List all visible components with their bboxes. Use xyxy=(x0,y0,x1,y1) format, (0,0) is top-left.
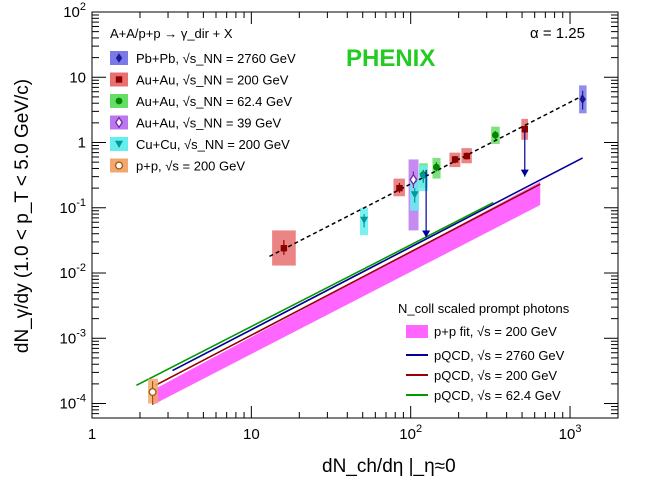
pqcd-curve xyxy=(155,183,541,387)
phenix-label: PHENIX xyxy=(346,45,435,72)
legend-label: Pb+Pb, √s_NN = 2760 GeV xyxy=(136,51,296,66)
x-tick-exponent: 2 xyxy=(416,423,422,435)
y-tick-label: 10-3 xyxy=(60,327,86,347)
legend-band-swatch xyxy=(406,325,428,338)
alpha-label: α = 1.25 xyxy=(530,25,585,42)
y-tick-exponent: -2 xyxy=(76,262,86,274)
legend-band-label: p+p fit, √s = 200 GeV xyxy=(434,324,557,339)
legend-right: N_coll scaled prompt photons p+p fit, √s… xyxy=(398,301,570,403)
legend-marker xyxy=(115,116,123,129)
y-tick-label: 10-1 xyxy=(60,197,86,217)
data-point xyxy=(451,156,459,163)
reaction-label: A+A/p+p → γ_dir + X xyxy=(110,26,233,41)
data-point xyxy=(419,173,428,181)
y-tick-exponent: 2 xyxy=(80,1,86,13)
y-tick-label: 1 xyxy=(78,135,86,152)
data-point xyxy=(579,94,586,105)
y-tick-label: 10-4 xyxy=(60,393,86,413)
legend-label: p+p, √s = 200 GeV xyxy=(136,159,245,174)
legend-marker xyxy=(115,97,123,105)
data-point xyxy=(280,245,288,252)
upper-limit-arrowhead xyxy=(422,230,431,238)
y-tick-exponent: -1 xyxy=(76,197,86,209)
pp-fit-band xyxy=(152,181,541,405)
legend-curve-label: pQCD, √s = 62.4 GeV xyxy=(434,388,561,403)
data-point xyxy=(491,131,499,139)
data-point xyxy=(463,152,471,160)
legend-label: Au+Au, √s_NN = 39 GeV xyxy=(136,116,281,131)
y-tick-label: 102 xyxy=(63,1,86,21)
legend-curve-label: pQCD, √s = 200 GeV xyxy=(434,368,557,383)
scaled-photons-title: N_coll scaled prompt photons xyxy=(398,301,570,316)
legend-marker xyxy=(114,161,124,170)
x-tick-label: 10 xyxy=(243,426,260,443)
data-point xyxy=(396,184,403,192)
legend-marker xyxy=(115,140,123,148)
legend-label: Au+Au, √s_NN = 62.4 GeV xyxy=(136,94,292,109)
plot-frame xyxy=(91,11,619,419)
y-axis-title: dN_γ/dy (1.0 < p_T < 5.0 GeV/c) xyxy=(12,79,33,353)
x-tick-label: 102 xyxy=(399,423,422,443)
legend-label: Cu+Cu, √s_NN = 200 GeV xyxy=(136,137,290,152)
pqcd-curve xyxy=(136,201,494,387)
data-point-layer xyxy=(148,90,586,405)
y-tick-label: 10 xyxy=(69,69,86,86)
legend-marker xyxy=(115,76,123,83)
legend-left: A+A/p+p → γ_dir + X Pb+Pb, √s_NN = 2760 … xyxy=(110,26,296,174)
upper-limit-layer xyxy=(422,131,529,238)
data-point xyxy=(521,125,528,133)
data-point xyxy=(148,387,157,397)
pqcd-curve xyxy=(172,157,584,372)
x-tick-label: 103 xyxy=(559,423,582,443)
upper-limit-arrowhead xyxy=(520,169,529,177)
pqcd-curve-layer xyxy=(136,157,584,387)
data-point xyxy=(433,163,440,171)
fit-band-layer xyxy=(152,181,541,405)
y-tick-exponent: -3 xyxy=(76,327,86,339)
legend-label: Au+Au, √s_NN = 200 GeV xyxy=(136,73,289,88)
y-tick-exponent: -4 xyxy=(76,393,86,405)
x-axis-title: dN_ch/dη |_η≈0 xyxy=(322,456,456,477)
legend-curve-label: pQCD, √s = 2760 GeV xyxy=(434,348,565,363)
y-tick-label: 10-2 xyxy=(60,262,86,282)
data-point xyxy=(360,216,369,224)
data-point xyxy=(409,173,418,186)
x-tick-exponent: 3 xyxy=(575,423,581,435)
x-tick-label: 1 xyxy=(88,426,96,443)
data-point xyxy=(410,191,419,199)
legend-marker xyxy=(115,53,123,63)
